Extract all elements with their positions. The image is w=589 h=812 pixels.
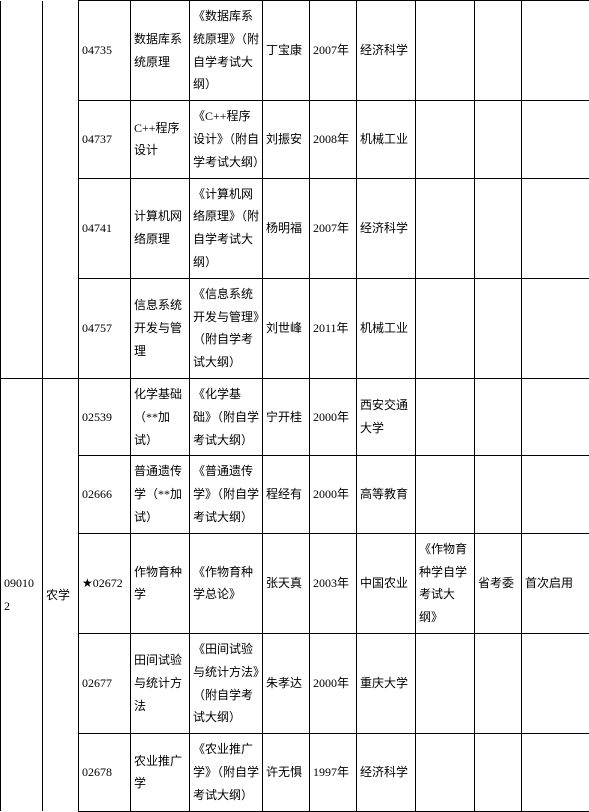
- cell-course-code: ★02672: [79, 533, 131, 633]
- cell-year: 2011年: [310, 278, 357, 378]
- cell-course-code: 02539: [79, 378, 131, 455]
- cell-year: 2000年: [310, 456, 357, 533]
- cell-course-code: 02677: [79, 633, 131, 733]
- cell-year: 2008年: [310, 101, 357, 178]
- cell-textbook: 《信息系统开发与管理》（附自学考试大纲）: [190, 278, 263, 378]
- cell-org: 省考委: [475, 533, 522, 633]
- cell-course-name: 化学基础（**加试）: [131, 378, 190, 455]
- cell-course-code: 04735: [79, 1, 131, 101]
- cell-org: [475, 734, 522, 811]
- cell-syllabus: [416, 456, 475, 533]
- cell-course-name: 计算机网络原理: [131, 178, 190, 278]
- cell-course-code: 04737: [79, 101, 131, 178]
- cell-syllabus: 《作物育种学自学考试大纲》: [416, 533, 475, 633]
- cell-course-code: 02678: [79, 734, 131, 811]
- cell-major-name: 农学: [43, 378, 79, 811]
- cell-publisher: 重庆大学: [357, 633, 416, 733]
- cell-course-name: 作物育种学: [131, 533, 190, 633]
- cell-note: [522, 278, 589, 378]
- cell-syllabus: [416, 278, 475, 378]
- cell-org: [475, 1, 522, 101]
- cell-org: [475, 178, 522, 278]
- cell-year: 1997年: [310, 734, 357, 811]
- cell-course-code: 04741: [79, 178, 131, 278]
- cell-note: [522, 1, 589, 101]
- cell-syllabus: [416, 1, 475, 101]
- cell-syllabus: [416, 734, 475, 811]
- cell-note: [522, 178, 589, 278]
- cell-textbook: 《农业推广学》（附自学考试大纲）: [190, 734, 263, 811]
- cell-publisher: 经济科学: [357, 734, 416, 811]
- cell-author: 许无惧: [263, 734, 310, 811]
- cell-author: 杨明福: [263, 178, 310, 278]
- cell-major-code: 090102: [1, 378, 43, 811]
- cell-publisher: 中国农业: [357, 533, 416, 633]
- cell-course-name: 信息系统开发与管理: [131, 278, 190, 378]
- cell-textbook: 《C++程序设计》（附自学考试大纲）: [190, 101, 263, 178]
- cell-course-name: 田间试验与统计方法: [131, 633, 190, 733]
- cell-textbook: 《计算机网络原理》（附自学考试大纲）: [190, 178, 263, 278]
- cell-note: [522, 633, 589, 733]
- cell-course-name: 普通遗传学（**加试）: [131, 456, 190, 533]
- cell-year: 2007年: [310, 178, 357, 278]
- table-row: 02666 普通遗传学（**加试） 《普通遗传学》（附自学考试大纲） 程经有 2…: [1, 456, 589, 533]
- cell-publisher: 经济科学: [357, 178, 416, 278]
- cell-publisher: 经济科学: [357, 1, 416, 101]
- cell-syllabus: [416, 378, 475, 455]
- table-row: ★02672 作物育种学 《作物育种学总论》 张天真 2003年 中国农业 《作…: [1, 533, 589, 633]
- cell-publisher: 西安交通大学: [357, 378, 416, 455]
- cell-author: 丁宝康: [263, 1, 310, 101]
- cell-note: [522, 734, 589, 811]
- cell-author: 刘振安: [263, 101, 310, 178]
- cell-year: 2000年: [310, 378, 357, 455]
- cell-course-code: 04757: [79, 278, 131, 378]
- cell-author: 朱孝达: [263, 633, 310, 733]
- cell-note: [522, 456, 589, 533]
- cell-org: [475, 278, 522, 378]
- table-row: 04757 信息系统开发与管理 《信息系统开发与管理》（附自学考试大纲） 刘世峰…: [1, 278, 589, 378]
- cell-textbook: 《化学基础》（附自学考试大纲）: [190, 378, 263, 455]
- cell-syllabus: [416, 178, 475, 278]
- cell-major-code: [1, 1, 43, 379]
- table-row: 04741 计算机网络原理 《计算机网络原理》（附自学考试大纲） 杨明福 200…: [1, 178, 589, 278]
- cell-author: 张天真: [263, 533, 310, 633]
- cell-org: [475, 633, 522, 733]
- cell-course-name: 数据库系统原理: [131, 1, 190, 101]
- cell-course-code: 02666: [79, 456, 131, 533]
- cell-org: [475, 378, 522, 455]
- cell-author: 宁开桂: [263, 378, 310, 455]
- cell-note: [522, 378, 589, 455]
- cell-textbook: 《普通遗传学》（附自学考试大纲）: [190, 456, 263, 533]
- cell-publisher: 高等教育: [357, 456, 416, 533]
- course-table: 04735 数据库系统原理 《数据库系统原理》（附自学考试大纲） 丁宝康 200…: [0, 0, 589, 812]
- table-row: 04737 C++程序设计 《C++程序设计》（附自学考试大纲） 刘振安 200…: [1, 101, 589, 178]
- table-row: 090102 农学 02539 化学基础（**加试） 《化学基础》（附自学考试大…: [1, 378, 589, 455]
- cell-course-name: C++程序设计: [131, 101, 190, 178]
- cell-textbook: 《田间试验与统计方法》（附自学考试大纲）: [190, 633, 263, 733]
- cell-publisher: 机械工业: [357, 278, 416, 378]
- cell-textbook: 《数据库系统原理》（附自学考试大纲）: [190, 1, 263, 101]
- table-row: 02678 农业推广学 《农业推广学》（附自学考试大纲） 许无惧 1997年 经…: [1, 734, 589, 811]
- cell-org: [475, 101, 522, 178]
- cell-note: [522, 101, 589, 178]
- table-row: 02677 田间试验与统计方法 《田间试验与统计方法》（附自学考试大纲） 朱孝达…: [1, 633, 589, 733]
- cell-year: 2000年: [310, 633, 357, 733]
- cell-course-name: 农业推广学: [131, 734, 190, 811]
- cell-publisher: 机械工业: [357, 101, 416, 178]
- cell-year: 2003年: [310, 533, 357, 633]
- cell-org: [475, 456, 522, 533]
- cell-note: 首次启用: [522, 533, 589, 633]
- cell-author: 程经有: [263, 456, 310, 533]
- cell-syllabus: [416, 633, 475, 733]
- cell-author: 刘世峰: [263, 278, 310, 378]
- cell-syllabus: [416, 101, 475, 178]
- cell-textbook: 《作物育种学总论》: [190, 533, 263, 633]
- cell-year: 2007年: [310, 1, 357, 101]
- table-row: 04735 数据库系统原理 《数据库系统原理》（附自学考试大纲） 丁宝康 200…: [1, 1, 589, 101]
- cell-major-name: [43, 1, 79, 379]
